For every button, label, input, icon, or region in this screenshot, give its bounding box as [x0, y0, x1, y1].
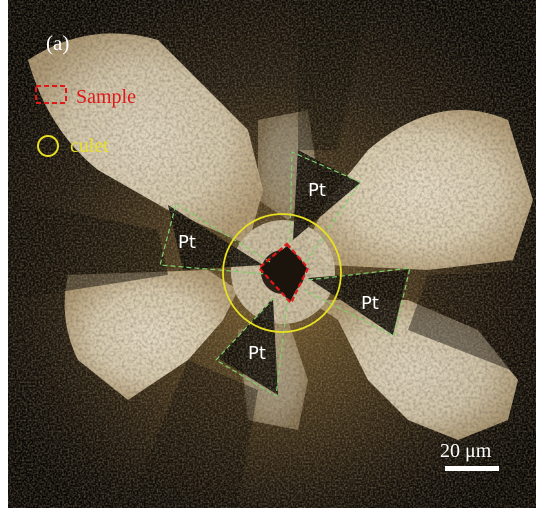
- electrode-outlines: [159, 151, 411, 397]
- micrograph-figure: Pt Pt Pt Pt (a) Sample culet 20 μm: [8, 0, 536, 508]
- electrode-label-bottom: Pt: [248, 343, 266, 364]
- culet-circle: [222, 213, 342, 333]
- scale-bar-line: [445, 466, 499, 471]
- micrograph-image: Pt Pt Pt Pt (a) Sample culet 20 μm: [8, 0, 536, 508]
- sample-outline: [257, 242, 310, 305]
- legend-sample-label: Sample: [76, 86, 136, 108]
- scale-bar: 20 μm: [440, 440, 499, 471]
- panel-label: (a): [46, 31, 69, 55]
- legend-culet-label: culet: [70, 135, 109, 157]
- legend: Sample culet: [35, 85, 136, 157]
- legend-culet-swatch: [37, 135, 59, 157]
- electrode-label-left: Pt: [178, 232, 196, 253]
- scale-bar-label: 20 μm: [440, 440, 492, 462]
- electrode-label-top: Pt: [308, 180, 326, 201]
- electrode-label-right: Pt: [361, 293, 379, 314]
